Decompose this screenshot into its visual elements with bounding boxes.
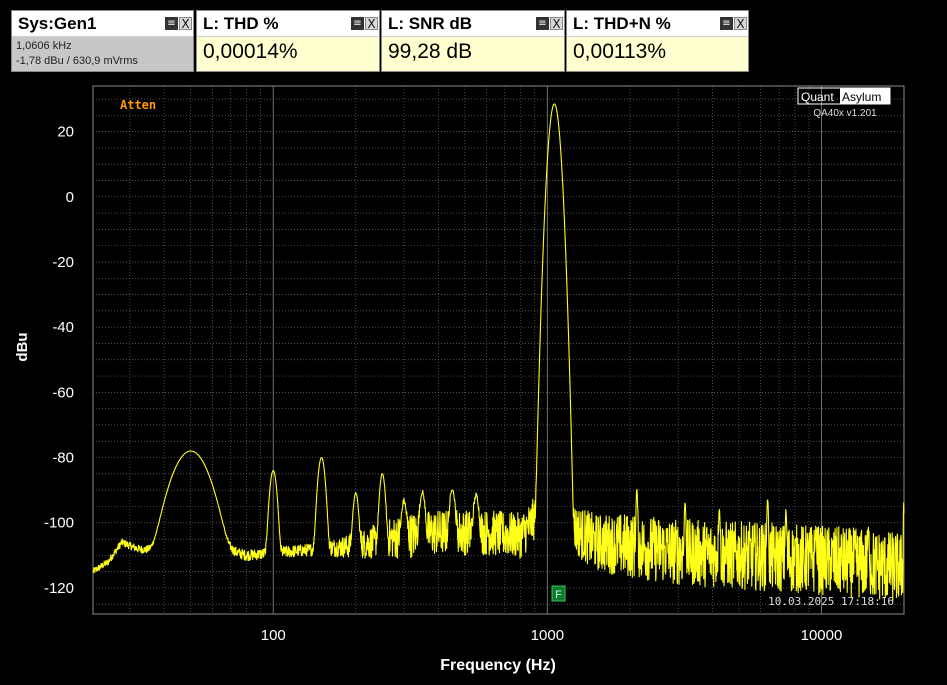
measurement-toolbar: Sys:Gen1 ≡ X 1,0606 kHz -1,78 dBu / 630,… xyxy=(0,0,947,73)
plot-frame xyxy=(92,85,905,615)
y-tick-label: -80 xyxy=(52,450,74,467)
menu-icon[interactable]: ≡ xyxy=(536,17,549,30)
thdn-panel[interactable]: L: THD+N % ≡ X 0,00113% xyxy=(566,10,749,72)
snr-panel[interactable]: L: SNR dB ≡ X 99,28 dB xyxy=(381,10,565,72)
snr-panel-title: L: SNR dB xyxy=(388,14,473,33)
thdn-panel-title: L: THD+N % xyxy=(573,14,671,33)
close-icon[interactable]: X xyxy=(550,17,563,31)
y-tick-label: 20 xyxy=(57,124,74,141)
y-tick-label: -100 xyxy=(44,515,74,532)
atten-indicator[interactable]: Atten xyxy=(120,98,156,112)
thd-panel-header: L: THD % ≡ X xyxy=(197,11,379,37)
menu-icon[interactable]: ≡ xyxy=(351,17,364,30)
y-tick-label: 0 xyxy=(66,189,74,206)
timestamp: 10.03.2025 17:18:16 xyxy=(768,595,894,608)
snr-panel-header: L: SNR dB ≡ X xyxy=(382,11,564,37)
y-axis-label: dBu xyxy=(14,332,31,361)
close-icon[interactable]: X xyxy=(365,17,378,31)
thd-value: 0,00014% xyxy=(203,40,298,63)
brand-logo-fill xyxy=(840,88,890,104)
brand-version: QA40x v1.201 xyxy=(813,108,877,119)
y-tick-label: -60 xyxy=(52,384,74,401)
x-tick-label: 100 xyxy=(261,627,286,644)
thdn-value: 0,00113% xyxy=(573,40,667,63)
thd-panel[interactable]: L: THD % ≡ X 0,00014% xyxy=(196,10,380,72)
generator-panel-title: Sys:Gen1 xyxy=(18,14,97,33)
generator-panel-header: Sys:Gen1 ≡ X xyxy=(12,11,193,37)
spectrum-trace-group xyxy=(92,103,905,601)
y-tick-label: -40 xyxy=(52,319,74,336)
snr-value: 99,28 dB xyxy=(388,40,473,63)
y-tick-label: -20 xyxy=(52,254,74,271)
brand-logo-asylum: Asylum xyxy=(842,90,881,104)
y-tick-label: -120 xyxy=(44,580,74,597)
tick-labels: 100 1000 10000 20 0 -20 -40 -60 -80 -100 -120 xyxy=(44,124,842,644)
menu-icon[interactable]: ≡ xyxy=(720,17,733,30)
thd-panel-title: L: THD % xyxy=(203,14,279,33)
spectrum-chart[interactable]: 100 1000 10000 20 0 -20 -40 -60 -80 -100 -120 Freq… xyxy=(0,73,947,685)
fundamental-marker[interactable] xyxy=(551,585,566,602)
fundamental-marker-label: F xyxy=(555,589,562,601)
generator-frequency: 1,0606 kHz xyxy=(16,40,72,52)
spectrum-trace xyxy=(92,103,905,601)
generator-level: -1,78 dBu / 630,9 mVrms xyxy=(16,55,138,67)
x-tick-label: 10000 xyxy=(801,627,843,644)
close-icon[interactable]: X xyxy=(179,17,192,31)
close-icon[interactable]: X xyxy=(734,17,747,31)
thdn-panel-header: L: THD+N % ≡ X xyxy=(567,11,748,37)
chart-background xyxy=(0,73,947,685)
brand-logo-quant: Quant xyxy=(801,90,834,104)
generator-panel[interactable]: Sys:Gen1 ≡ X 1,0606 kHz -1,78 dBu / 630,… xyxy=(11,10,194,72)
menu-icon[interactable]: ≡ xyxy=(165,17,178,30)
x-tick-label: 1000 xyxy=(531,627,564,644)
x-axis-label: Frequency (Hz) xyxy=(440,657,556,674)
